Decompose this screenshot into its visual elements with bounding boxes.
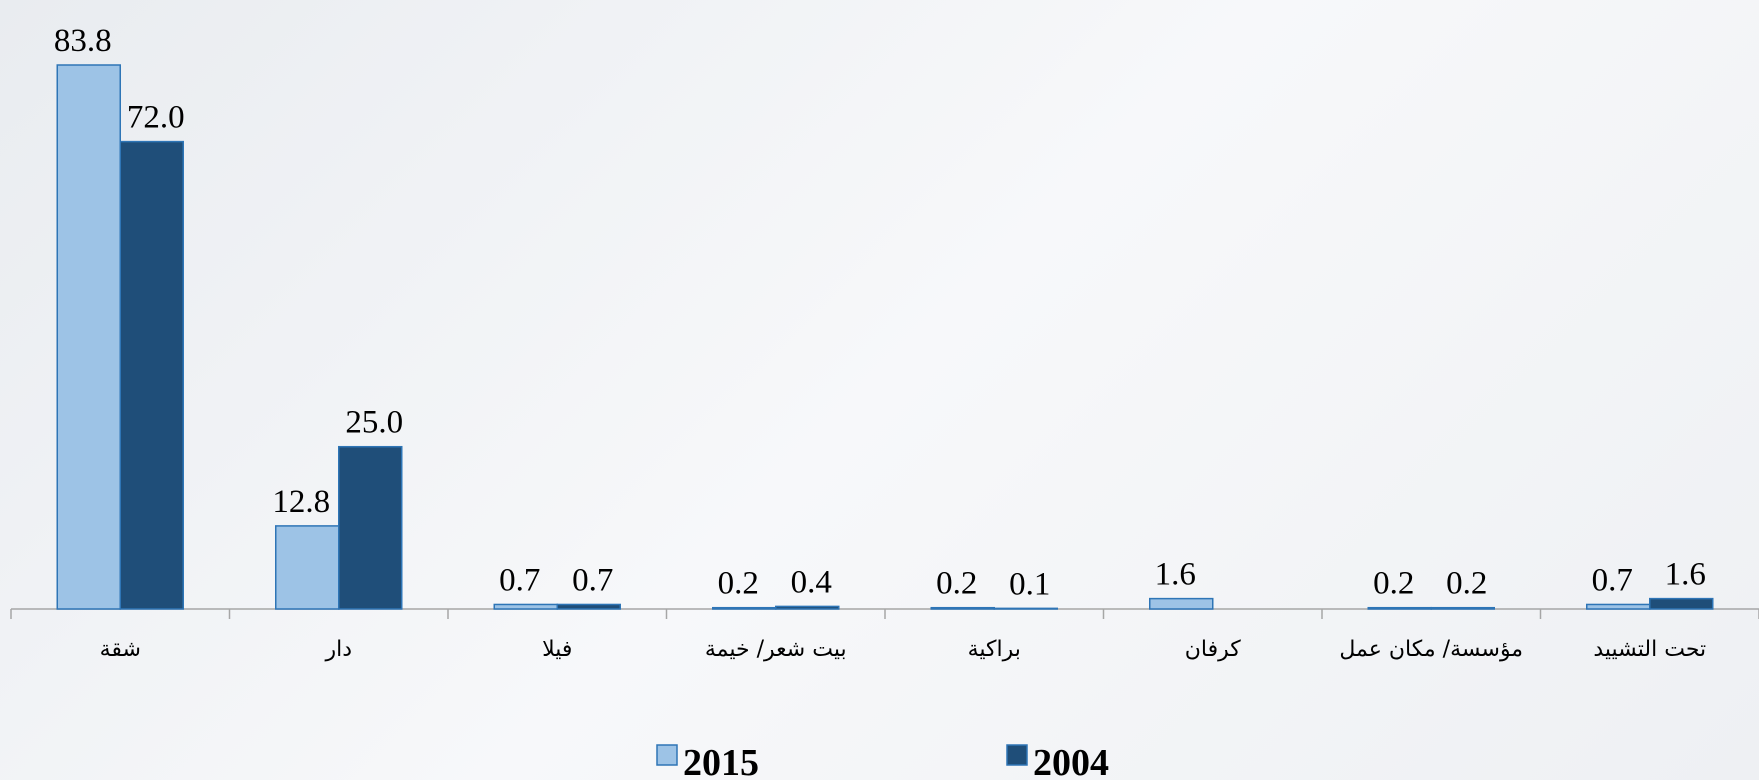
x-tick-label: فيلا [462,635,652,666]
legend-label: 2004 [1033,742,1109,780]
x-tick-label: مؤسسة/ مكان عمل [1336,635,1526,666]
legend-label: 2015 [683,742,759,780]
data-label: 0.4 [791,564,832,600]
page: شقة 83.8 72.0 دار 12.8 25.0 فيلا 0.7 0.7 بيت شعر/… [0,0,1759,780]
x-label-box: دار [244,635,434,715]
legend-swatch [1007,745,1027,765]
bar [557,604,620,609]
x-tick-label: كرفان [1118,635,1308,666]
bar [339,447,402,609]
bar [1650,599,1713,609]
bar [1150,599,1213,609]
data-label: 12.8 [272,484,330,520]
x-tick-label: تحت التشييد [1555,635,1745,666]
data-label: 0.7 [499,562,540,598]
data-label: 0.2 [718,566,759,602]
data-label: 0.2 [1373,566,1414,602]
x-label-box: شقة [25,635,215,715]
x-label-box: بيت شعر/ خيمة [681,635,871,715]
x-tick-label: دار [244,635,434,666]
bar [494,604,557,609]
bar [1431,608,1494,609]
x-label-box: تحت التشييد [1555,635,1745,715]
bar [1587,604,1650,609]
data-label: 0.7 [1592,562,1633,598]
data-label: 0.2 [936,566,977,602]
bar [1368,608,1431,609]
bar [713,608,776,609]
bar [994,608,1057,609]
bar [57,65,120,609]
data-label: 25.0 [345,405,403,441]
x-tick-label: براكية [899,635,1089,666]
x-label-box: فيلا [462,635,652,715]
chart: شقة 83.8 72.0 دار 12.8 25.0 فيلا 0.7 0.7 بيت شعر/… [0,0,1759,780]
bar [776,606,839,609]
x-tick-label: بيت شعر/ خيمة [681,635,871,666]
data-label: 72.0 [127,100,185,136]
bar [120,142,183,609]
x-tick-label: شقة [25,635,215,666]
data-label: 1.6 [1665,557,1706,593]
legend-swatch [657,745,677,765]
x-label-box: كرفان [1118,635,1308,715]
data-label: 83.8 [54,23,112,59]
x-label-box: براكية [899,635,1089,715]
bar [931,608,994,609]
data-label: 1.6 [1155,557,1196,593]
data-label: 0.2 [1446,566,1487,602]
bar [276,526,339,609]
data-label: 0.1 [1009,566,1050,602]
data-label: 0.7 [572,562,613,598]
x-label-box: مؤسسة/ مكان عمل [1336,635,1526,715]
